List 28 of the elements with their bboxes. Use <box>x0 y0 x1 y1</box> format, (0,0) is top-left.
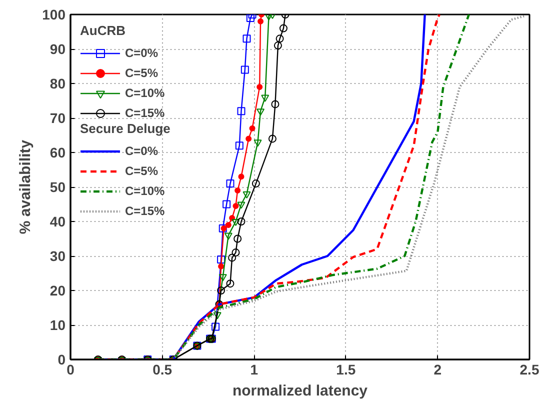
y-tick-label: 100 <box>42 6 66 22</box>
legend-label: C=15% <box>125 106 165 120</box>
x-tick-label: 2.5 <box>520 362 540 378</box>
x-tick-label: 1.5 <box>336 362 356 378</box>
legend-label: C=10% <box>125 184 165 198</box>
x-tick-label: 2 <box>434 362 442 378</box>
x-tick-label: 0.5 <box>152 362 172 378</box>
y-tick-label: 60 <box>50 144 66 160</box>
legend-label: C=0% <box>125 46 158 60</box>
legend-label: C=5% <box>125 164 158 178</box>
y-axis-title: % availability <box>17 139 34 234</box>
x-axis-title: normalized latency <box>232 382 368 400</box>
legend-label: C=0% <box>125 144 158 158</box>
legend-label: C=5% <box>125 66 158 80</box>
y-tick-label: 40 <box>50 214 66 230</box>
y-tick-label: 80 <box>50 76 66 92</box>
legend-label: C=15% <box>125 204 165 218</box>
y-tick-label: 10 <box>50 317 66 333</box>
x-tick-label: 1 <box>250 362 258 378</box>
y-tick-label: 30 <box>50 248 66 264</box>
y-tick-label: 90 <box>50 41 66 57</box>
y-tick-label: 50 <box>50 179 66 195</box>
y-tick-label: 0 <box>58 352 66 368</box>
text: AuCRB <box>80 23 126 38</box>
y-tick-label: 70 <box>50 110 66 126</box>
y-tick-label: 20 <box>50 282 66 298</box>
text: Secure Deluge <box>80 121 170 136</box>
legend-label: C=10% <box>125 86 165 100</box>
